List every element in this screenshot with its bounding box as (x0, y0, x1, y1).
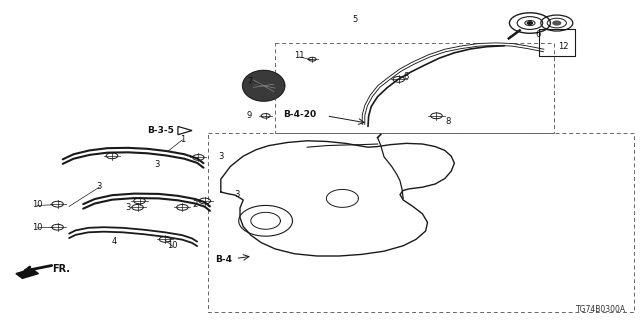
Bar (275, 43, 554, 133)
Text: TG74B0300A: TG74B0300A (576, 305, 626, 314)
Polygon shape (243, 70, 285, 101)
Text: 2: 2 (193, 200, 198, 209)
Text: 8: 8 (445, 117, 451, 126)
Text: 11: 11 (294, 52, 305, 60)
Circle shape (553, 21, 561, 25)
Text: 8: 8 (404, 72, 409, 81)
Text: 10: 10 (32, 223, 42, 232)
Text: 9: 9 (247, 111, 252, 120)
Polygon shape (16, 269, 38, 278)
Text: 3: 3 (218, 152, 223, 161)
Text: 4: 4 (111, 237, 116, 246)
Circle shape (527, 22, 532, 24)
Text: 3: 3 (154, 160, 159, 169)
Text: 12: 12 (558, 42, 568, 51)
Bar (208, 133, 634, 312)
Text: 1: 1 (180, 135, 185, 144)
Text: 5: 5 (353, 15, 358, 24)
Text: 10: 10 (32, 200, 42, 209)
Text: 6: 6 (535, 30, 540, 39)
Text: 10: 10 (168, 241, 178, 250)
Text: 3: 3 (97, 182, 102, 191)
Text: 3: 3 (125, 203, 131, 212)
Text: 7: 7 (247, 77, 252, 86)
Polygon shape (178, 126, 192, 135)
Text: B-4: B-4 (214, 255, 232, 264)
Text: 3: 3 (234, 190, 239, 199)
Text: B-3-5: B-3-5 (147, 126, 174, 135)
Text: FR.: FR. (52, 264, 70, 274)
Text: B-4-20: B-4-20 (283, 110, 316, 119)
